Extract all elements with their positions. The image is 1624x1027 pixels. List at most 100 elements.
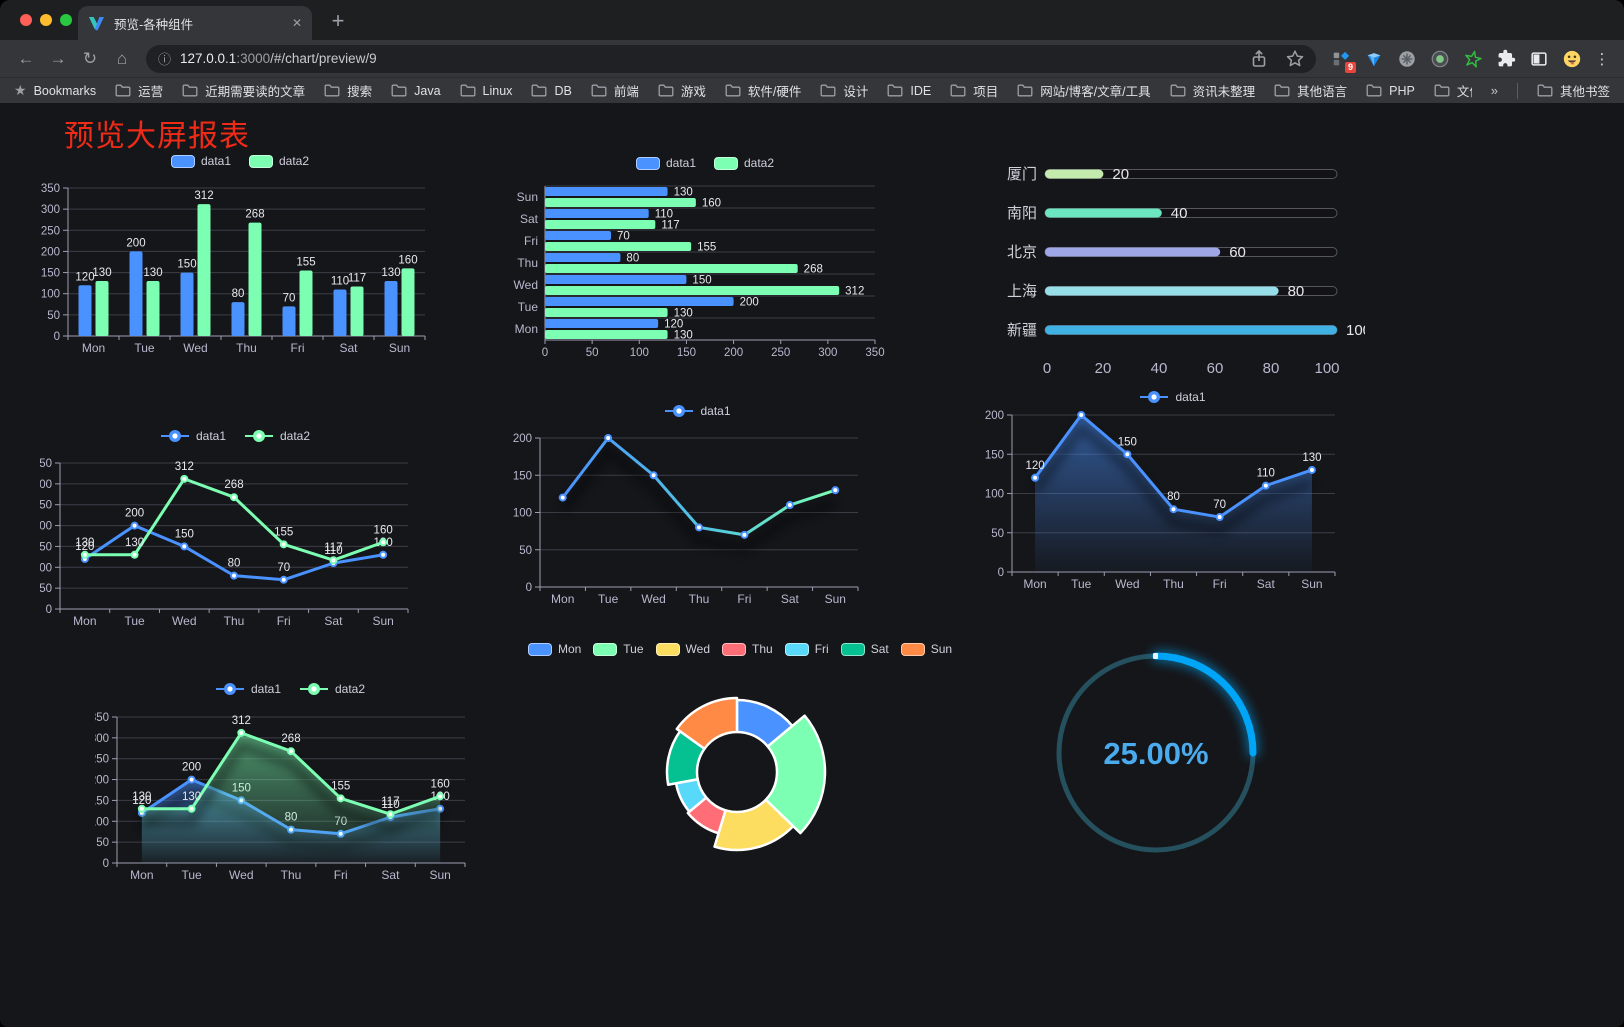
bar[interactable] — [545, 297, 734, 306]
browser-tab[interactable]: 预览-各种组件 ✕ — [78, 6, 312, 40]
legend-item[interactable]: Fri — [784, 642, 829, 656]
pie-slice[interactable] — [713, 798, 795, 852]
data-point-marker[interactable] — [1215, 513, 1224, 522]
data-point-marker[interactable] — [336, 794, 345, 803]
gem-extension-icon[interactable] — [1363, 48, 1385, 70]
tab-close-icon[interactable]: ✕ — [291, 16, 302, 30]
bookmark-folder[interactable]: 前端 — [591, 81, 639, 100]
data-point-marker[interactable] — [130, 550, 139, 559]
data-point-marker[interactable] — [80, 550, 89, 559]
bar[interactable] — [545, 286, 840, 295]
bar[interactable] — [545, 330, 668, 339]
bookmark-folder[interactable]: Linux — [460, 84, 512, 98]
bookmark-folder[interactable]: IDE — [887, 84, 931, 98]
bar[interactable] — [545, 308, 668, 317]
side-panel-icon[interactable] — [1528, 48, 1550, 70]
bookmarks-root[interactable]: ★ Bookmarks — [14, 82, 96, 99]
bar[interactable] — [78, 285, 92, 336]
extensions-puzzle-icon[interactable] — [1495, 48, 1517, 70]
data-point-marker[interactable] — [230, 493, 238, 502]
data-point-marker[interactable] — [137, 804, 146, 813]
close-window-button[interactable] — [20, 14, 32, 26]
share-icon[interactable] — [1248, 48, 1270, 70]
data-point-marker[interactable] — [785, 501, 794, 510]
data-point-marker[interactable] — [831, 486, 840, 495]
bar[interactable] — [350, 286, 364, 336]
bar[interactable] — [545, 187, 668, 196]
green-dot-extension-icon[interactable] — [1429, 48, 1451, 70]
data-point-marker[interactable] — [130, 521, 139, 530]
bar[interactable] — [545, 220, 656, 229]
legend-item[interactable]: Sun — [900, 642, 952, 656]
data-point-marker[interactable] — [604, 434, 613, 442]
data-point-marker[interactable] — [695, 523, 703, 532]
bar[interactable] — [333, 289, 347, 336]
bar[interactable] — [146, 281, 160, 336]
bookmark-folder[interactable]: 文件服务器 — [1434, 81, 1472, 100]
bookmark-folder[interactable]: 运营 — [115, 81, 163, 100]
legend-item[interactable]: data1 — [170, 154, 231, 168]
browser-menu-icon[interactable]: ⋮ — [1594, 50, 1610, 68]
legend-item[interactable]: data2 — [299, 682, 365, 696]
legend-item[interactable]: data2 — [714, 156, 774, 170]
data-point-marker[interactable] — [558, 493, 567, 502]
tab-manager-extension-icon[interactable]: 9 — [1330, 48, 1356, 73]
waffle-extension-icon[interactable] — [1396, 48, 1418, 70]
bookmark-folder[interactable]: 网站/博客/文章/工具 — [1017, 81, 1151, 100]
bar[interactable] — [545, 209, 649, 218]
data-point-marker[interactable] — [187, 775, 196, 784]
bar[interactable] — [197, 204, 211, 336]
bar[interactable] — [545, 231, 611, 240]
bookmark-folder[interactable]: 项目 — [950, 81, 998, 100]
zoom-window-button[interactable] — [60, 14, 72, 26]
data-point-marker[interactable] — [1123, 450, 1132, 459]
pie-slice[interactable] — [675, 696, 739, 750]
back-icon[interactable]: ← — [17, 48, 35, 68]
bar[interactable] — [180, 272, 194, 336]
bookmark-folder[interactable]: 近期需要读的文章 — [182, 81, 305, 100]
data-point-marker[interactable] — [237, 728, 246, 737]
data-point-marker[interactable] — [329, 556, 338, 565]
bookmark-folder[interactable]: 其他语言 — [1274, 81, 1347, 100]
bookmark-folder[interactable]: 设计 — [820, 81, 868, 100]
bookmark-folder[interactable]: 软件/硬件 — [725, 81, 801, 100]
bar[interactable] — [384, 281, 398, 336]
bar[interactable] — [545, 242, 692, 251]
legend-item[interactable]: Thu — [722, 642, 773, 656]
bookmark-star-icon[interactable] — [1284, 48, 1306, 70]
green-star-extension-icon[interactable] — [1462, 48, 1484, 70]
data-point-marker[interactable] — [279, 575, 288, 584]
bar[interactable] — [545, 264, 798, 273]
minimize-window-button[interactable] — [40, 14, 52, 26]
data-point-marker[interactable] — [180, 542, 189, 551]
address-bar[interactable]: ⓘ 127.0.0.1:3000/#/chart/preview/9 — [146, 44, 1316, 73]
reload-icon[interactable]: ↻ — [82, 48, 98, 68]
bookmarks-overflow-chevron[interactable]: » — [1490, 83, 1498, 98]
data-point-marker[interactable] — [1307, 465, 1316, 474]
bar[interactable] — [129, 251, 143, 336]
data-point-marker[interactable] — [1077, 411, 1086, 419]
data-point-marker[interactable] — [279, 540, 288, 549]
bookmark-folder[interactable]: Java — [391, 84, 441, 98]
site-info-icon[interactable]: ⓘ — [158, 52, 172, 67]
legend-item[interactable]: data2 — [244, 429, 310, 443]
data-point-marker[interactable] — [1169, 505, 1178, 514]
data-point-marker[interactable] — [379, 550, 388, 559]
bar[interactable] — [299, 270, 313, 336]
bar[interactable] — [545, 253, 621, 262]
url-text[interactable]: 127.0.0.1:3000/#/chart/preview/9 — [180, 51, 377, 66]
bar[interactable] — [231, 302, 245, 336]
pie-slice[interactable] — [764, 714, 827, 835]
bookmark-folder[interactable]: 资讯未整理 — [1170, 81, 1255, 100]
legend-item[interactable]: Sat — [840, 642, 889, 656]
legend-item[interactable]: data1 — [215, 682, 281, 696]
bar[interactable] — [248, 222, 262, 336]
data-point-marker[interactable] — [649, 471, 658, 480]
data-point-marker[interactable] — [386, 810, 395, 819]
legend-item[interactable]: data1 — [160, 429, 226, 443]
emoji-extension-icon[interactable] — [1561, 48, 1583, 70]
home-icon[interactable]: ⌂ — [116, 48, 128, 68]
data-point-marker[interactable] — [230, 571, 238, 580]
bar[interactable] — [95, 281, 109, 336]
data-point-marker[interactable] — [1031, 473, 1040, 482]
